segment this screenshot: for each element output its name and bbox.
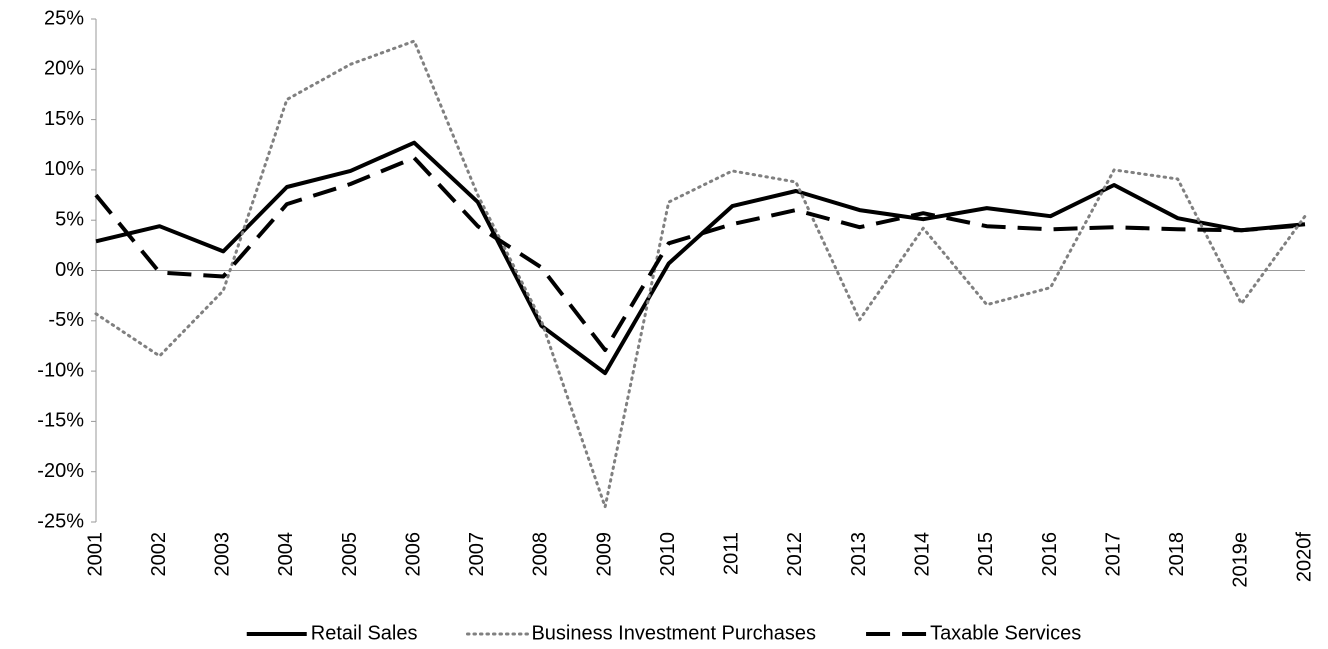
y-tick-label: 25% bbox=[44, 7, 84, 29]
x-tick-label: 2011 bbox=[721, 532, 743, 575]
x-tick-label: 2019e bbox=[1230, 532, 1252, 588]
x-tick-label: 2007 bbox=[466, 532, 488, 577]
legend-label: Business Investment Purchases bbox=[531, 622, 816, 644]
y-tick-label: -25% bbox=[37, 510, 84, 532]
x-tick-label: 2010 bbox=[657, 532, 679, 577]
x-tick-label: 2015 bbox=[975, 532, 997, 577]
y-tick-label: 5% bbox=[55, 208, 84, 230]
y-tick-label: -5% bbox=[48, 309, 84, 331]
x-tick-label: 2016 bbox=[1039, 532, 1061, 577]
x-tick-label: 2008 bbox=[530, 532, 552, 577]
x-tick-label: 2012 bbox=[784, 532, 806, 577]
series-line bbox=[94, 155, 1306, 352]
legend-label: Taxable Services bbox=[930, 622, 1081, 644]
y-tick-label: -15% bbox=[37, 410, 84, 432]
legend-label: Retail Sales bbox=[311, 622, 418, 644]
x-tick-label: 2006 bbox=[402, 532, 424, 577]
x-tick-label: 2018 bbox=[1166, 532, 1188, 577]
x-tick-label: 2001 bbox=[84, 532, 106, 577]
x-tick-label: 2009 bbox=[593, 532, 615, 577]
legend: Retail Sales Business Investment Purchase… bbox=[246, 622, 1081, 644]
x-tick-label: 2005 bbox=[339, 532, 361, 577]
x-tick-label: 2013 bbox=[848, 532, 870, 577]
x-tick-label: 2014 bbox=[911, 532, 933, 577]
y-tick-label: -10% bbox=[37, 359, 84, 381]
y-tick-label: 10% bbox=[44, 158, 84, 180]
x-tick-label: 2003 bbox=[212, 532, 234, 577]
y-tick-label: -20% bbox=[37, 460, 84, 482]
series-line bbox=[95, 140, 1306, 376]
x-tick-label: 2002 bbox=[148, 532, 170, 577]
y-tick-label: 0% bbox=[55, 259, 84, 281]
x-tick-label: 2004 bbox=[275, 532, 297, 577]
series-line bbox=[94, 39, 1307, 509]
y-tick-label: 15% bbox=[44, 108, 84, 130]
x-tick-label: 2020f bbox=[1293, 532, 1315, 582]
y-tick-label: 20% bbox=[44, 58, 84, 80]
x-tick-label: 2017 bbox=[1102, 532, 1124, 577]
